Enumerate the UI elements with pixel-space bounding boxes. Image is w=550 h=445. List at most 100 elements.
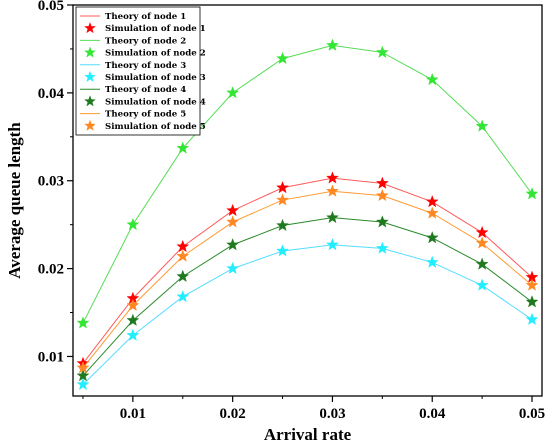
- simulation-point-node-1: [475, 225, 489, 239]
- x-tick-label: 0.01: [120, 406, 146, 422]
- simulation-point-node-2: [375, 45, 389, 58]
- legend-item-simulation-2: Simulation of node 2: [84, 46, 206, 59]
- legend-star-swatch: [84, 70, 96, 83]
- simulation-point-node-4: [475, 257, 489, 270]
- theory-line-node-3: [82, 244, 533, 385]
- simulation-point-node-3: [176, 289, 190, 303]
- series-node-5: [76, 184, 539, 374]
- simulation-point-node-4: [76, 369, 90, 382]
- legend-star-swatch: [84, 119, 96, 131]
- plot-frame: [72, 4, 543, 397]
- simulation-point-node-2: [76, 316, 90, 329]
- simulation-point-node-3: [425, 255, 439, 268]
- simulation-point-node-2: [126, 217, 140, 231]
- simulation-point-node-2: [326, 38, 339, 51]
- legend-label: Simulation of node 4: [105, 97, 206, 107]
- simulation-point-node-2: [475, 119, 489, 132]
- series-node-2: [76, 38, 539, 329]
- simulation-point-node-4: [375, 215, 389, 228]
- legend-label: Theory of node 5: [105, 110, 186, 120]
- y-axis: 0.01 0.02 0.03 0.04 0.05: [38, 0, 73, 365]
- simulation-point-node-5: [226, 215, 240, 228]
- simulation-point-node-3: [76, 377, 90, 391]
- simulation-point-node-5: [425, 206, 439, 219]
- series-layer: [76, 38, 539, 391]
- simulation-point-node-3: [326, 238, 339, 251]
- simulation-point-node-1: [226, 203, 240, 217]
- x-tick-label: 0.05: [519, 406, 545, 422]
- legend-item-theory-2: Theory of node 2: [80, 36, 186, 46]
- theory-line-node-1: [82, 177, 533, 364]
- legend-label: Theory of node 2: [105, 36, 186, 46]
- theory-line-node-2: [82, 44, 533, 324]
- legend-star-swatch: [84, 95, 96, 107]
- legend-label: Simulation of node 3: [105, 73, 206, 83]
- simulation-point-node-3: [525, 312, 539, 326]
- simulation-point-node-4: [425, 231, 439, 244]
- simulation-point-node-4: [276, 218, 289, 232]
- simulation-point-node-3: [276, 244, 289, 257]
- simulation-point-node-2: [525, 187, 539, 200]
- simulation-point-node-5: [276, 193, 289, 206]
- series-node-1: [76, 171, 539, 369]
- simulation-point-node-4: [126, 313, 140, 326]
- simulation-point-node-1: [375, 176, 389, 189]
- simulation-point-node-1: [326, 171, 339, 184]
- x-axis-label: Arrival rate: [264, 425, 352, 444]
- simulation-point-node-1: [276, 180, 289, 194]
- simulation-point-node-4: [176, 269, 190, 282]
- x-tick-label: 0.04: [419, 406, 446, 422]
- legend-label: Simulation of node 5: [105, 122, 206, 132]
- legend-item-theory-5: Theory of node 5: [80, 110, 186, 120]
- simulation-point-node-5: [525, 278, 539, 291]
- simulation-point-node-3: [226, 261, 240, 275]
- simulation-point-node-5: [326, 184, 339, 197]
- legend-label: Theory of node 3: [105, 61, 186, 71]
- legend-label: Theory of node 4: [105, 85, 186, 95]
- simulation-point-node-1: [425, 195, 439, 208]
- y-tick-label: 0.01: [38, 349, 64, 365]
- legend-item-theory-3: Theory of node 3: [80, 61, 186, 71]
- simulation-point-node-2: [276, 51, 289, 65]
- legend-star-swatch: [84, 46, 96, 58]
- simulation-point-node-3: [126, 328, 140, 341]
- legend-item-simulation-4: Simulation of node 4: [84, 95, 206, 107]
- legend-item-theory-1: Theory of node 1: [80, 12, 186, 22]
- simulation-point-node-3: [475, 278, 489, 291]
- x-axis: 0.01 0.02 0.03 0.04 0.05: [82, 396, 545, 422]
- y-tick-label: 0.05: [38, 0, 64, 14]
- series-node-3: [76, 238, 539, 391]
- y-tick-label: 0.02: [38, 262, 64, 278]
- legend: Theory of node 1 Simulation of node 1 Theo…: [75, 6, 206, 136]
- simulation-point-node-1: [176, 239, 190, 253]
- legend-item-simulation-1: Simulation of node 1: [84, 22, 206, 34]
- simulation-point-node-5: [176, 249, 190, 262]
- legend-label: Theory of node 1: [105, 12, 186, 22]
- legend-item-theory-4: Theory of node 4: [80, 85, 186, 95]
- theory-line-node-4: [82, 217, 533, 377]
- legend-label: Simulation of node 1: [105, 24, 206, 34]
- legend-item-simulation-5: Simulation of node 5: [84, 119, 206, 132]
- simulation-point-node-4: [525, 295, 539, 308]
- simulation-point-node-2: [226, 86, 240, 99]
- simulation-point-node-5: [76, 361, 90, 374]
- simulation-point-node-3: [375, 241, 389, 254]
- series-node-4: [76, 210, 539, 382]
- legend-star-swatch: [84, 22, 96, 34]
- simulation-point-node-5: [375, 188, 389, 202]
- simulation-point-node-2: [425, 72, 439, 86]
- legend-label: Simulation of node 2: [105, 49, 206, 59]
- x-tick-label: 0.03: [319, 406, 345, 422]
- y-tick-label: 0.04: [38, 86, 65, 102]
- x-tick-label: 0.02: [220, 406, 246, 422]
- simulation-point-node-2: [176, 141, 190, 154]
- y-tick-label: 0.03: [38, 174, 64, 190]
- legend-item-simulation-3: Simulation of node 3: [84, 70, 206, 83]
- y-axis-label: Average queue length: [5, 122, 24, 279]
- simulation-point-node-5: [475, 236, 489, 249]
- simulation-point-node-4: [326, 210, 339, 224]
- simulation-point-node-4: [226, 238, 240, 251]
- simulation-point-node-5: [126, 298, 140, 311]
- theory-line-node-5: [82, 190, 533, 369]
